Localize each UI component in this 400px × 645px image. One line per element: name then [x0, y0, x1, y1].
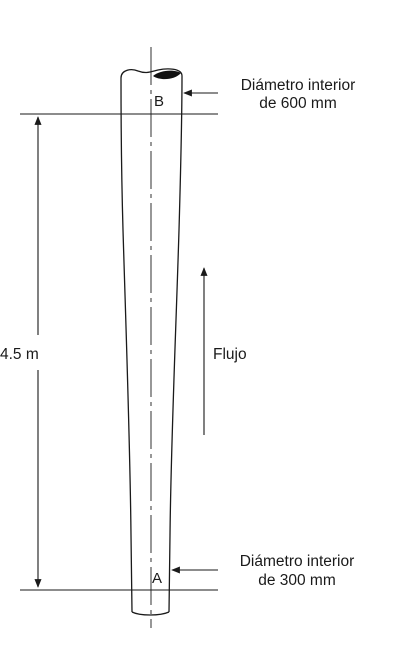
top-diameter-label-line1: Diámetro interior	[241, 77, 356, 94]
point-b-label: B	[154, 93, 164, 110]
pipe-top-opening	[120, 68, 183, 80]
bottom-diameter-label-line1: Diámetro interior	[240, 553, 355, 570]
point-a-label: A	[152, 570, 162, 587]
top-diameter-label-line2: de 600 mm	[259, 95, 337, 112]
length-label: 4.5 m	[0, 346, 39, 363]
bottom-diameter-label-line2: de 300 mm	[258, 572, 336, 589]
tapered-pipe	[120, 75, 183, 613]
flow-label: Flujo	[213, 346, 247, 363]
pipe-bottom-end	[131, 611, 170, 616]
